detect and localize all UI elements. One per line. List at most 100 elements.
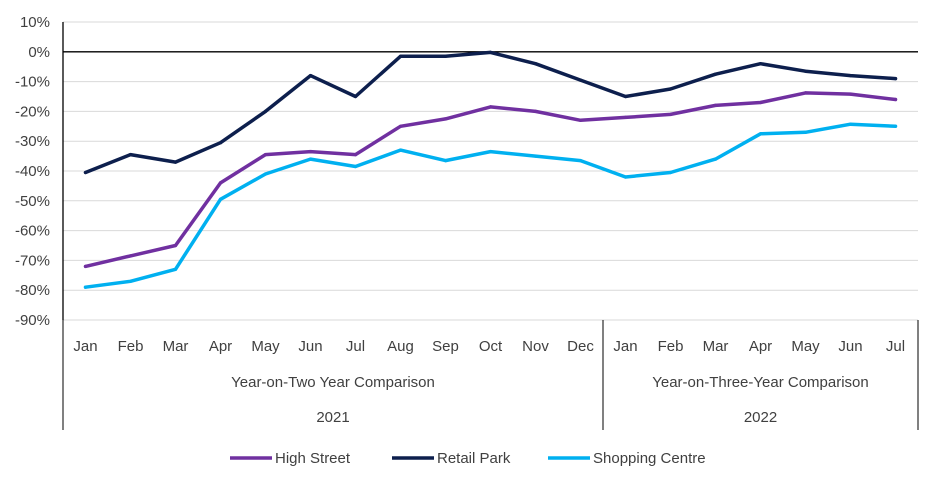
- data-point-high-street: [803, 91, 808, 95]
- data-point-retail-park: [398, 54, 403, 58]
- data-point-high-street: [713, 103, 718, 107]
- x-tick-label: Feb: [118, 338, 144, 355]
- data-point-high-street: [308, 150, 313, 154]
- data-point-high-street: [353, 153, 358, 157]
- data-point-high-street: [623, 115, 628, 119]
- x-tick-label: Jul: [346, 338, 365, 355]
- data-point-shopping-centre: [398, 148, 403, 152]
- y-tick-label: 10%: [20, 14, 50, 31]
- y-tick-label: -10%: [15, 74, 50, 91]
- data-point-shopping-centre: [308, 157, 313, 161]
- y-axis-ticks: 10% 0% -10% -20% -30% -40% -50% -60% -70% -80% -90…: [15, 14, 50, 329]
- data-point-shopping-centre: [713, 157, 718, 161]
- legend-label-shopping-centre: Shopping Centre: [593, 450, 706, 467]
- y-tick-label: -70%: [15, 252, 50, 269]
- data-point-retail-park: [893, 77, 898, 81]
- data-point-shopping-centre: [353, 164, 358, 169]
- y-tick-label: -20%: [15, 103, 50, 120]
- y-tick-label: -50%: [15, 193, 50, 210]
- x-tick-label: Dec: [567, 338, 594, 355]
- x-tick-label: Nov: [522, 338, 549, 355]
- data-point-high-street: [533, 109, 538, 113]
- data-point-high-street: [443, 117, 448, 121]
- data-point-high-street: [218, 181, 223, 185]
- data-point-shopping-centre: [893, 124, 898, 128]
- data-point-retail-park: [353, 94, 358, 99]
- group-comparison-label: Year-on-Two Year Comparison: [231, 374, 435, 391]
- legend-label-high-street: High Street: [275, 450, 351, 467]
- data-point-retail-park: [488, 50, 493, 55]
- data-point-retail-park: [308, 74, 313, 78]
- data-point-high-street: [758, 100, 763, 105]
- x-tick-label: Apr: [209, 338, 232, 355]
- data-point-retail-park: [533, 62, 538, 66]
- data-point-retail-park: [758, 62, 763, 66]
- x-tick-label: Mar: [163, 338, 189, 355]
- legend-label-retail-park: Retail Park: [437, 450, 511, 467]
- data-point-shopping-centre: [848, 122, 853, 126]
- y-tick-label: -90%: [15, 312, 50, 329]
- series-lines: [83, 50, 898, 289]
- data-point-shopping-centre: [668, 170, 673, 175]
- series-line-high-street: [83, 91, 898, 269]
- group-comparison-label: Year-on-Three-Year Comparison: [652, 374, 869, 391]
- x-axis: Jan Feb Mar Apr May Jun Jul Aug Sep Oct Nov Dec Jan F…: [62, 320, 919, 430]
- data-point-shopping-centre: [263, 172, 268, 176]
- data-point-retail-park: [668, 87, 673, 91]
- x-tick-label: May: [251, 338, 280, 355]
- data-point-shopping-centre: [578, 159, 583, 163]
- group-year-label: 2021: [316, 409, 349, 426]
- data-point-retail-park: [173, 160, 178, 164]
- data-point-retail-park: [803, 69, 808, 73]
- x-tick-label: Aug: [387, 338, 414, 355]
- data-point-high-street: [488, 105, 493, 109]
- x-tick-label: Jul: [886, 338, 905, 355]
- data-point-high-street: [848, 92, 853, 96]
- data-point-shopping-centre: [173, 267, 178, 271]
- data-point-high-street: [263, 153, 268, 157]
- x-tick-label: Sep: [432, 338, 459, 355]
- data-point-shopping-centre: [758, 132, 763, 136]
- data-point-high-street: [578, 118, 583, 122]
- x-tick-label: Jun: [298, 338, 322, 355]
- gridlines: [62, 21, 918, 321]
- data-point-retail-park: [128, 153, 133, 157]
- y-tick-label: 0%: [28, 44, 50, 61]
- y-tick-label: -60%: [15, 223, 50, 240]
- x-tick-label: Oct: [479, 338, 503, 355]
- data-point-high-street: [83, 264, 88, 268]
- group-year-label: 2022: [744, 409, 777, 426]
- data-point-retail-park: [443, 54, 448, 58]
- series-line-retail-park: [83, 50, 898, 175]
- data-point-retail-park: [848, 74, 853, 78]
- x-tick-label: Jan: [613, 338, 637, 355]
- data-point-shopping-centre: [488, 150, 493, 154]
- data-point-shopping-centre: [803, 130, 808, 134]
- data-point-shopping-centre: [83, 285, 88, 289]
- x-tick-label: May: [791, 338, 820, 355]
- data-point-retail-park: [713, 72, 718, 76]
- data-point-retail-park: [83, 170, 88, 175]
- y-tick-label: -40%: [15, 163, 50, 180]
- data-point-high-street: [128, 254, 133, 258]
- legend: High Street Retail Park Shopping Centre: [230, 450, 706, 467]
- x-tick-label: Jun: [838, 338, 862, 355]
- data-point-retail-park: [263, 109, 268, 113]
- data-point-shopping-centre: [533, 154, 538, 158]
- x-tick-label: Mar: [703, 338, 729, 355]
- data-point-high-street: [398, 124, 403, 128]
- data-point-shopping-centre: [443, 159, 448, 163]
- x-tick-label: Feb: [658, 338, 684, 355]
- data-point-shopping-centre: [623, 175, 628, 179]
- y-tick-label: -80%: [15, 282, 50, 299]
- data-point-high-street: [173, 243, 178, 248]
- x-tick-label: Jan: [73, 338, 97, 355]
- data-point-shopping-centre: [218, 197, 223, 201]
- data-point-retail-park: [218, 141, 223, 145]
- data-point-retail-park: [623, 94, 628, 99]
- data-point-shopping-centre: [128, 279, 133, 283]
- data-point-high-street: [893, 97, 898, 102]
- data-point-high-street: [668, 112, 673, 116]
- y-tick-label: -30%: [15, 133, 50, 150]
